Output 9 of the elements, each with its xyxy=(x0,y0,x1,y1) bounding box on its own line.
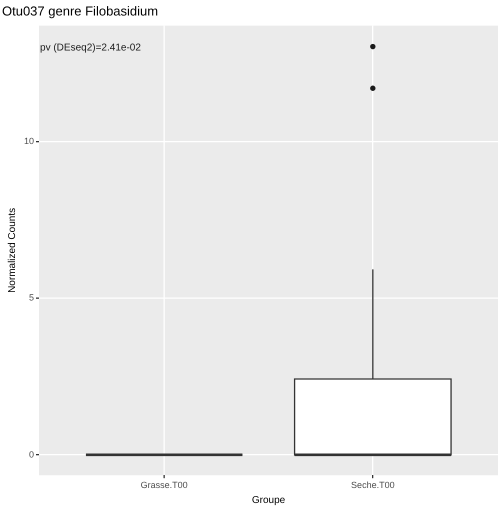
x-tick-label: Seche.T00 xyxy=(351,480,395,490)
y-axis-title: Normalized Counts xyxy=(6,208,18,293)
x-axis-title: Groupe xyxy=(252,494,286,506)
annotation: pv (DEseq2)=2.41e-02 xyxy=(40,42,142,54)
y-tick-label: 10 xyxy=(24,136,34,146)
x-tick-label: Grasse.T00 xyxy=(140,480,188,490)
chart-title: Otu037 genre Filobasidium xyxy=(2,3,158,18)
y-tick-label: 0 xyxy=(28,449,34,460)
y-tick-label: 5 xyxy=(28,292,34,303)
